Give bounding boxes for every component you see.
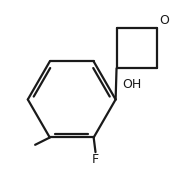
Text: OH: OH	[122, 78, 141, 90]
Text: O: O	[159, 14, 169, 27]
Text: F: F	[92, 153, 99, 166]
